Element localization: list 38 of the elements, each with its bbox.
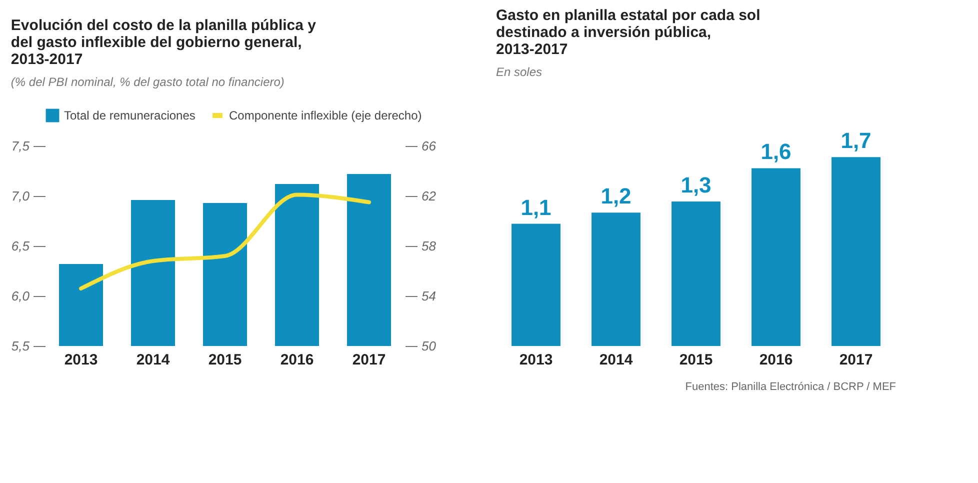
bar xyxy=(752,168,800,346)
data-label: 1,2 xyxy=(600,184,632,209)
y-tick-label: 7,5 xyxy=(11,138,30,154)
y-tick-label: 6,0 xyxy=(11,288,30,304)
data-label: 1,6 xyxy=(760,139,792,164)
y2-tick-label: 66 xyxy=(422,138,437,154)
x-tick-label: 2014 xyxy=(136,352,170,368)
legend-label: Componente inflexible (eje derecho) xyxy=(229,108,422,122)
bar xyxy=(672,202,720,346)
chart-subtitle: (% del PBI nominal, % del gasto total no financiero) xyxy=(10,75,284,89)
x-tick-label: 2016 xyxy=(280,352,314,368)
y2-tick-label: 62 xyxy=(422,188,437,204)
x-tick-label: 2016 xyxy=(759,352,793,368)
y-tick-label: 6,5 xyxy=(11,238,30,254)
data-label: 1,3 xyxy=(680,172,712,198)
bar xyxy=(832,157,880,346)
chart-title: Gasto en planilla estatal por cada sol destinado a inversión pública, 2013-2017 xyxy=(496,7,760,58)
x-tick-label: 2015 xyxy=(208,352,242,368)
x-tick-label: 2013 xyxy=(64,352,98,368)
source-note: Fuentes: Planilla Electrónica / BCRP / MEF xyxy=(685,381,896,393)
y-tick-label: 5,5 xyxy=(11,338,30,354)
chart-subtitle: En soles xyxy=(496,65,542,80)
data-label: 1,7 xyxy=(840,128,872,154)
y2-tick-label: 58 xyxy=(422,238,437,254)
y2-tick-label: 50 xyxy=(422,338,437,354)
chart-title: Evolución del costo de la planilla pública y del gasto inflexible del gobierno general, 2013-2017 xyxy=(10,17,317,68)
line-series xyxy=(79,192,371,290)
x-tick-label: 2014 xyxy=(599,352,634,368)
x-tick-label: 2015 xyxy=(679,352,713,368)
y2-tick-label: 54 xyxy=(422,288,436,304)
bar xyxy=(512,224,560,346)
x-tick-label: 2017 xyxy=(839,352,873,368)
bar xyxy=(592,212,640,346)
legend-label: Total de remuneraciones xyxy=(64,108,196,122)
x-tick-label: 2013 xyxy=(519,352,553,368)
y-tick-label: 7,0 xyxy=(11,188,30,204)
x-tick-label: 2017 xyxy=(352,352,386,368)
data-label: 1,1 xyxy=(520,194,552,220)
